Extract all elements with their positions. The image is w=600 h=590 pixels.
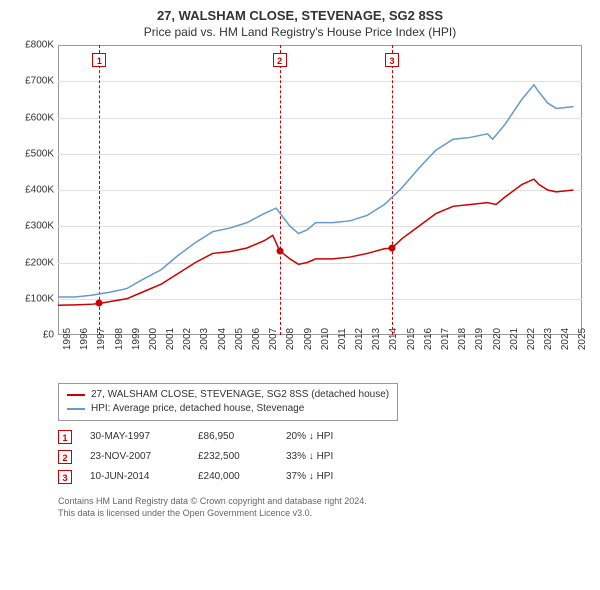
chart: £0£100K£200K£300K£400K£500K£600K£700K£80… <box>10 45 590 375</box>
transaction-table: 1 30-MAY-1997 £86,950 20% ↓ HPI 2 23-NOV-2007… <box>58 427 590 487</box>
transaction-price: £86,950 <box>198 427 268 447</box>
attribution-line2: This data is licensed under the Open Gov… <box>58 507 590 519</box>
transaction-date: 10-JUN-2014 <box>90 467 180 487</box>
transaction-row: 3 10-JUN-2014 £240,000 37% ↓ HPI <box>58 467 590 487</box>
y-axis-label: £0 <box>12 330 54 341</box>
title-address: 27, WALSHAM CLOSE, STEVENAGE, SG2 8SS <box>10 8 590 23</box>
title-subtitle: Price paid vs. HM Land Registry's House … <box>10 25 590 39</box>
legend-swatch <box>67 408 85 410</box>
series-property <box>58 179 573 305</box>
y-axis-label: £100K <box>12 293 54 304</box>
transaction-price: £232,500 <box>198 447 268 467</box>
series-hpi <box>58 85 573 297</box>
transaction-row: 1 30-MAY-1997 £86,950 20% ↓ HPI <box>58 427 590 447</box>
sale-point <box>96 300 103 307</box>
transaction-date: 23-NOV-2007 <box>90 447 180 467</box>
y-axis-label: £200K <box>12 257 54 268</box>
transaction-row: 2 23-NOV-2007 £232,500 33% ↓ HPI <box>58 447 590 467</box>
y-axis-label: £400K <box>12 185 54 196</box>
legend-label: HPI: Average price, detached house, Stev… <box>91 402 304 416</box>
transaction-marker: 2 <box>58 450 72 464</box>
transaction-price: £240,000 <box>198 467 268 487</box>
attribution: Contains HM Land Registry data © Crown c… <box>58 495 590 519</box>
y-axis-label: £300K <box>12 221 54 232</box>
sale-point <box>276 247 283 254</box>
transaction-diff: 33% ↓ HPI <box>286 447 376 467</box>
y-axis-label: £800K <box>12 40 54 51</box>
transaction-date: 30-MAY-1997 <box>90 427 180 447</box>
sale-point <box>388 245 395 252</box>
legend-item: HPI: Average price, detached house, Stev… <box>67 402 389 416</box>
transaction-diff: 20% ↓ HPI <box>286 427 376 447</box>
transaction-diff: 37% ↓ HPI <box>286 467 376 487</box>
y-axis-label: £600K <box>12 112 54 123</box>
legend-item: 27, WALSHAM CLOSE, STEVENAGE, SG2 8SS (d… <box>67 388 389 402</box>
transaction-marker: 3 <box>58 470 72 484</box>
legend: 27, WALSHAM CLOSE, STEVENAGE, SG2 8SS (d… <box>58 383 398 421</box>
legend-swatch <box>67 394 85 396</box>
legend-label: 27, WALSHAM CLOSE, STEVENAGE, SG2 8SS (d… <box>91 388 389 402</box>
y-axis-label: £500K <box>12 148 54 159</box>
root: 27, WALSHAM CLOSE, STEVENAGE, SG2 8SS Pr… <box>0 0 600 523</box>
transaction-marker: 1 <box>58 430 72 444</box>
y-axis-label: £700K <box>12 76 54 87</box>
attribution-line1: Contains HM Land Registry data © Crown c… <box>58 495 590 507</box>
chart-svg <box>58 45 582 335</box>
title-block: 27, WALSHAM CLOSE, STEVENAGE, SG2 8SS Pr… <box>10 8 590 39</box>
